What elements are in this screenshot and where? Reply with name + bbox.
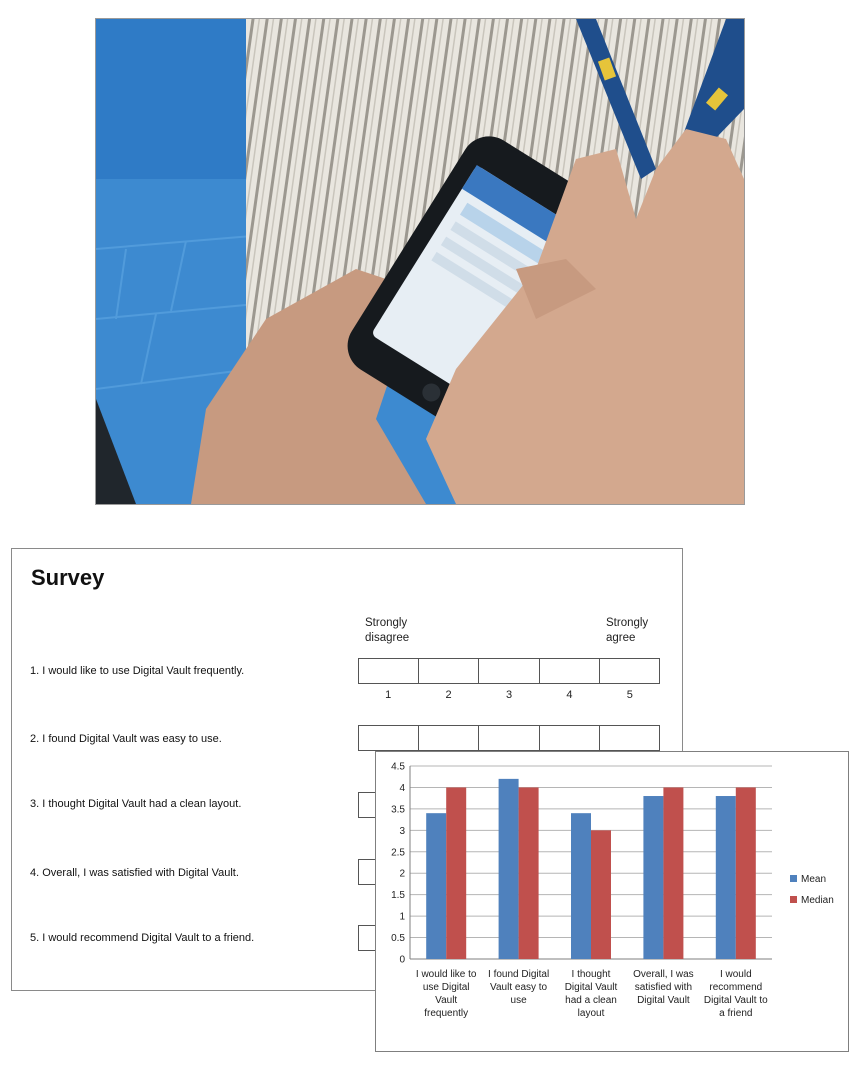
y-tick-label: 2.5 xyxy=(391,847,405,858)
bar-mean xyxy=(571,813,591,959)
category-label-line: had a clean xyxy=(565,995,617,1006)
results-bar-chart: 0 0.5 1 1.5 2 2.5 3 3.5 4 4.5 I would like to use D… xyxy=(391,762,834,1020)
y-tick-label: 2 xyxy=(399,869,405,880)
y-tick-label: 3.5 xyxy=(391,804,405,815)
y-tick-label: 1 xyxy=(399,912,405,923)
x-category-label: I found Digital Vault easy to use xyxy=(488,969,549,1006)
bar-median xyxy=(518,787,539,959)
rating-box[interactable] xyxy=(479,726,540,750)
category-label-line: I found Digital xyxy=(488,969,549,980)
rating-box[interactable] xyxy=(540,726,600,750)
y-tick-label: 1.5 xyxy=(391,890,405,901)
scale-number: 4 xyxy=(566,689,573,701)
bar-mean xyxy=(498,778,519,959)
y-tick-label: 4 xyxy=(399,783,405,794)
x-category-label: I would recommend Digital Vault to a friend xyxy=(704,969,768,1019)
bar-mean xyxy=(643,796,664,959)
category-label-line: Overall, I was xyxy=(633,969,694,980)
category-label-line: layout xyxy=(578,1008,605,1019)
x-category-label: I thought Digital Vault had a clean layout xyxy=(565,969,618,1019)
y-tick-label: 4.5 xyxy=(391,762,405,773)
scale-high-label: Strongly agree xyxy=(606,617,649,644)
phone-usage-illustration xyxy=(96,19,744,504)
scale-number: 3 xyxy=(505,689,513,701)
scale-numbers: 1 2 3 4 5 xyxy=(358,689,660,701)
category-label-line: Digital Vault to xyxy=(704,995,768,1006)
category-label-line: I thought xyxy=(572,969,611,980)
category-label-line: Vault xyxy=(435,995,457,1006)
rating-box[interactable] xyxy=(419,726,480,750)
rating-box[interactable] xyxy=(359,659,420,683)
bar-mean xyxy=(715,796,736,959)
category-label-line: a friend xyxy=(719,1008,752,1019)
question-text: I would like to use Digital Vault freque… xyxy=(42,665,245,677)
rating-box[interactable] xyxy=(359,726,420,750)
x-category-label: I would like to use Digital Vault frequentl… xyxy=(416,969,477,1019)
survey-question-5: 5. I would recommend Digital Vault to a … xyxy=(30,932,254,944)
y-tick-label: 0 xyxy=(399,955,405,966)
bar-median xyxy=(663,787,684,959)
rating-scale-2[interactable] xyxy=(358,725,660,751)
category-label-line: use xyxy=(511,995,528,1006)
bar-median xyxy=(591,830,611,959)
legend-label-mean: Mean xyxy=(801,874,826,885)
category-label-line: use Digital xyxy=(423,982,470,993)
question-text: Overall, I was satisfied with Digital Va… xyxy=(42,867,239,879)
question-text: I found Digital Vault was easy to use. xyxy=(42,733,222,745)
results-chart-panel: 0 0.5 1 1.5 2 2.5 3 3.5 4 4.5 I would like to use D… xyxy=(375,751,849,1052)
survey-question-3: 3. I thought Digital Vault had a clean l… xyxy=(30,798,241,810)
x-category-label: Overall, I was satisfied with Digital Vaul… xyxy=(633,969,694,1006)
category-label-line: frequently xyxy=(424,1008,468,1019)
legend-swatch-median xyxy=(790,896,797,903)
survey-question-2: 2. I found Digital Vault was easy to use… xyxy=(30,733,222,745)
question-text: I thought Digital Vault had a clean layo… xyxy=(42,798,242,810)
scale-number: 1 xyxy=(385,689,392,701)
scale-number: 2 xyxy=(445,689,452,701)
category-label-line: Digital Vault xyxy=(637,995,690,1006)
category-label-line: I would like to xyxy=(416,969,477,980)
rating-box[interactable] xyxy=(600,659,659,683)
category-label-line: Vault easy to xyxy=(490,982,548,993)
rating-box[interactable] xyxy=(600,726,659,750)
scale-number: 5 xyxy=(626,689,633,701)
bar-median xyxy=(446,787,467,959)
question-number: 5. xyxy=(30,932,40,944)
bar-median xyxy=(735,787,756,959)
question-number: 2. xyxy=(30,733,40,745)
category-label-line: I would xyxy=(720,969,752,980)
rating-box[interactable] xyxy=(479,659,540,683)
survey-question-4: 4. Overall, I was satisfied with Digital… xyxy=(30,867,239,879)
survey-question-1: 1. I would like to use Digital Vault fre… xyxy=(30,665,244,677)
question-number: 3. xyxy=(30,798,40,810)
category-label-line: recommend xyxy=(709,982,762,993)
rating-scale-1[interactable] xyxy=(358,658,660,684)
question-number: 4. xyxy=(30,867,40,879)
scale-low-label: Strongly disagree xyxy=(365,617,410,644)
question-number: 1. xyxy=(30,665,40,677)
legend-label-median: Median xyxy=(801,895,834,906)
user-testing-photo xyxy=(95,18,745,505)
y-tick-label: 0.5 xyxy=(391,933,405,944)
rating-box[interactable] xyxy=(419,659,480,683)
survey-title: Survey xyxy=(31,565,105,590)
y-tick-label: 3 xyxy=(399,826,405,837)
rating-box[interactable] xyxy=(540,659,600,683)
bar-mean xyxy=(426,813,447,959)
legend-swatch-mean xyxy=(790,875,797,882)
category-label-line: Digital Vault xyxy=(565,982,618,993)
question-text: I would recommend Digital Vault to a fri… xyxy=(42,932,255,944)
category-label-line: satisfied with xyxy=(635,982,692,993)
